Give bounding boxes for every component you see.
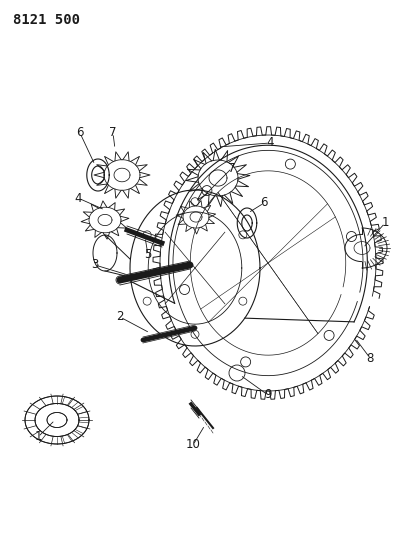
Text: 1: 1 <box>34 431 42 443</box>
Text: 8: 8 <box>366 351 374 365</box>
Text: 6: 6 <box>260 197 268 209</box>
Text: 4: 4 <box>266 136 274 149</box>
Text: 6: 6 <box>76 126 84 140</box>
Text: 9: 9 <box>264 389 272 401</box>
Text: 2: 2 <box>116 311 124 324</box>
Text: 8121 500: 8121 500 <box>13 13 80 27</box>
Text: 10: 10 <box>185 439 201 451</box>
Text: 4: 4 <box>74 191 82 205</box>
Text: 5: 5 <box>144 248 152 262</box>
Text: 3: 3 <box>91 259 99 271</box>
Text: 1: 1 <box>381 216 389 230</box>
Text: 7: 7 <box>228 161 236 174</box>
Text: 7: 7 <box>109 126 117 140</box>
